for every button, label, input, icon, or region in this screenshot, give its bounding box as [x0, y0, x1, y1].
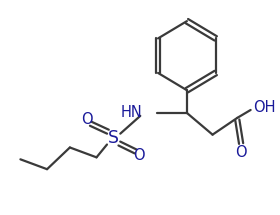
Text: OH: OH	[253, 100, 276, 115]
Text: O: O	[235, 145, 247, 160]
Text: S: S	[108, 129, 119, 147]
Text: HN: HN	[120, 105, 142, 120]
Text: O: O	[134, 148, 145, 163]
Text: O: O	[81, 112, 93, 127]
